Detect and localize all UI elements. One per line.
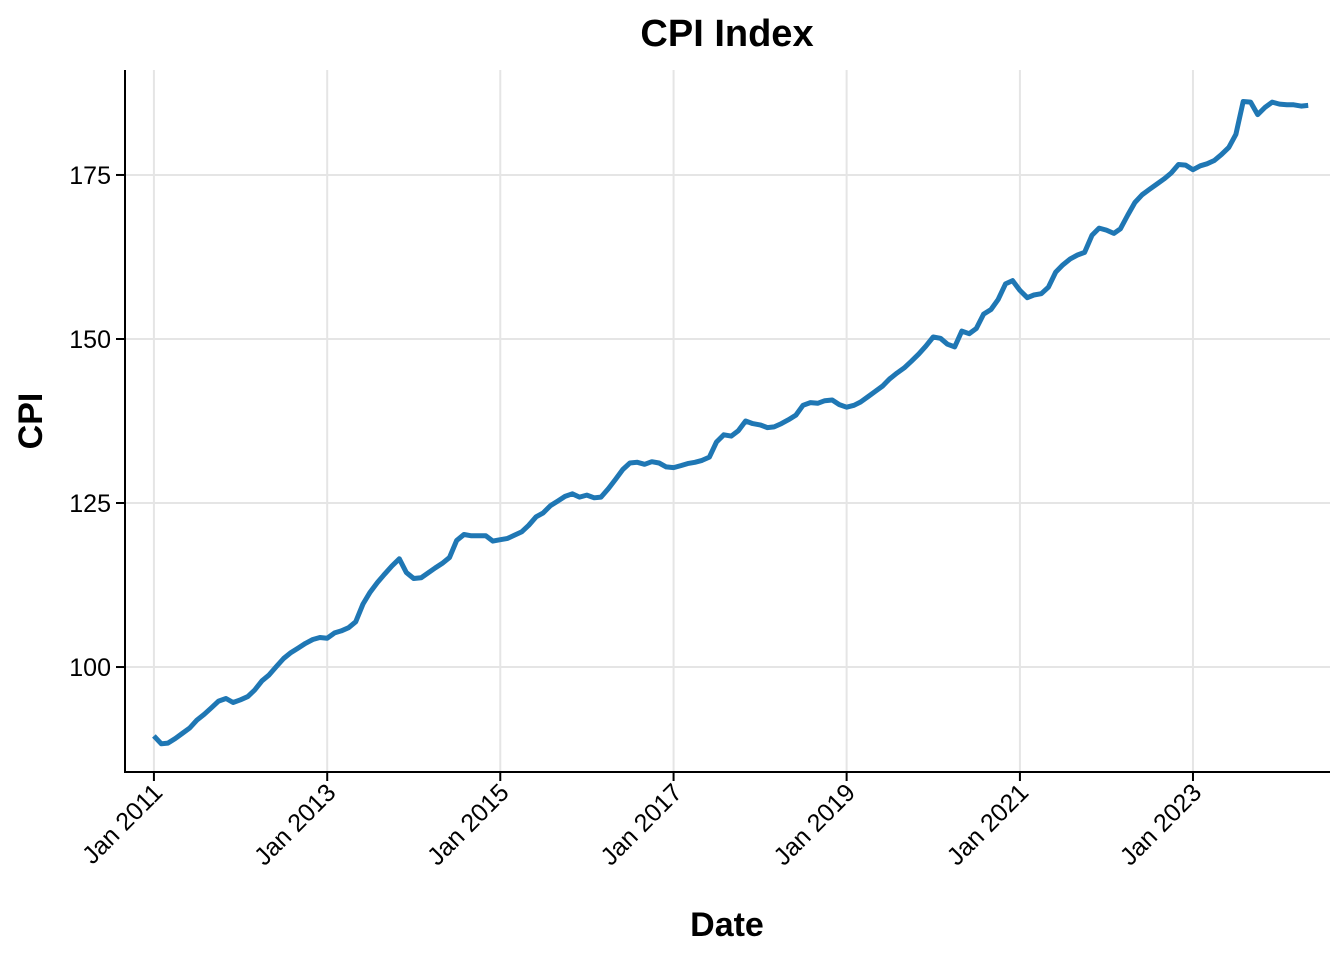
x-tick-label: Jan 2023 [1115, 778, 1208, 871]
ticks: 100 125 150 175 Jan 2011 Jan 2013 Jan 2015 Jan … [69, 162, 1207, 871]
axes [124, 70, 1330, 773]
x-tick-label: Jan 2021 [942, 778, 1035, 871]
series-layer [152, 99, 1309, 747]
x-axis-title: Date [690, 906, 764, 944]
x-tick-label: Jan 2017 [595, 778, 688, 871]
cpi-series-line [152, 99, 1309, 747]
chart-title: CPI Index [640, 13, 813, 55]
x-tick-label: Jan 2019 [768, 778, 861, 871]
y-axis-title: CPI [12, 393, 50, 450]
y-tick-label: 100 [69, 654, 111, 682]
x-tick-label: Jan 2015 [422, 778, 515, 871]
y-tick-label: 175 [69, 162, 111, 190]
x-tick-label: Jan 2011 [77, 778, 168, 869]
y-tick-label: 125 [69, 490, 111, 518]
y-tick-label: 150 [69, 326, 111, 354]
gridlines [125, 70, 1330, 772]
x-tick-label: Jan 2013 [249, 778, 342, 871]
